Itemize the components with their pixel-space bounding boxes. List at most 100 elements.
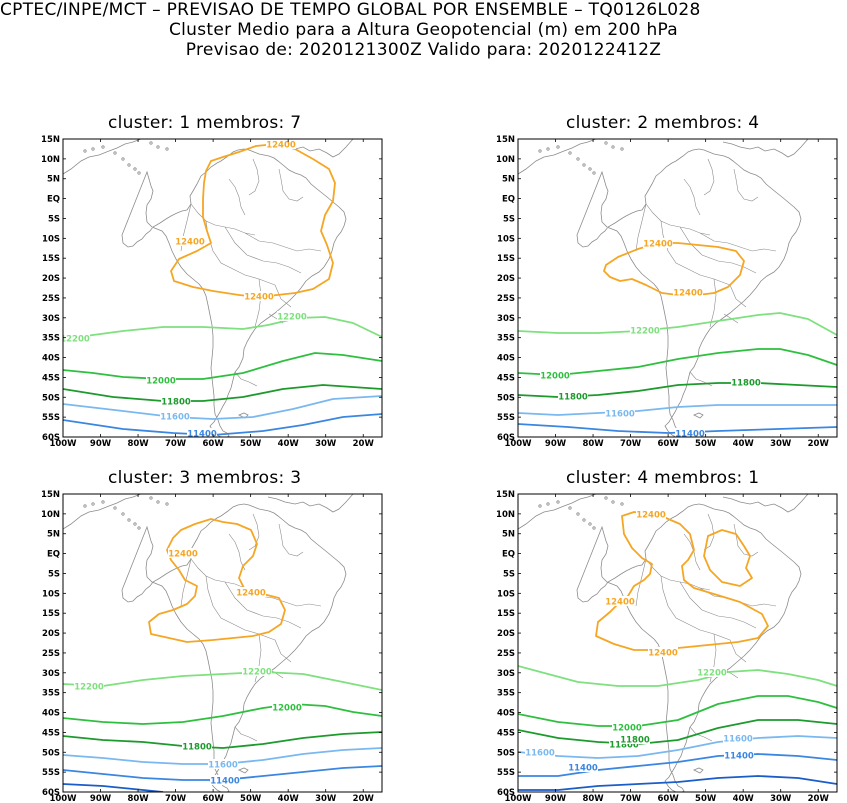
country-border	[683, 178, 701, 216]
lat-label: 55S	[42, 768, 60, 778]
island	[127, 518, 131, 522]
contour-label: 12400	[673, 289, 703, 299]
country-border	[729, 639, 747, 663]
contour-label-bg	[242, 666, 272, 676]
lon-label: 90W	[90, 794, 112, 803]
lat-label: 10S	[42, 234, 60, 244]
falkland-islands	[693, 412, 704, 419]
island	[133, 522, 137, 526]
lat-label: EQ	[47, 195, 60, 205]
country-border	[699, 232, 777, 252]
island	[604, 496, 608, 500]
contour-label: 12400	[266, 141, 296, 151]
country-border	[274, 639, 292, 663]
contour-label-bg	[210, 775, 240, 785]
island	[556, 145, 560, 149]
contour-label: 11800	[609, 741, 639, 751]
lon-label: 20W	[353, 439, 375, 449]
south-america-coastline	[121, 503, 347, 792]
map-panel-3: 12400 12400 12200 12200 12000 11800 11600 11400…	[41, 490, 383, 803]
contour-label-bg	[673, 287, 703, 297]
contour-label: 11600	[208, 761, 238, 771]
lon-label: 40W	[278, 439, 300, 449]
panel-title: cluster: 4 membros: 1	[566, 468, 760, 488]
contour-label-bg	[605, 408, 635, 418]
lat-label: 20S	[42, 274, 60, 284]
island	[121, 512, 125, 516]
lat-label: 30S	[497, 669, 515, 679]
lon-label: 90W	[545, 439, 567, 449]
contour-label: 11400	[675, 430, 705, 440]
central-america-coastline	[63, 139, 142, 175]
contour-line	[595, 511, 769, 651]
map-frame	[517, 138, 838, 438]
island	[568, 506, 572, 510]
lat-label: 10S	[497, 234, 515, 244]
country-border	[703, 513, 715, 551]
contour-line	[63, 352, 382, 380]
contour-line	[63, 413, 382, 436]
lat-label: 60S	[497, 433, 515, 443]
map-content: 12400 12400 12200 12200 12000 11800 11600 11400	[63, 494, 382, 792]
lat-label: 15S	[42, 609, 60, 619]
lat-label: 20S	[497, 274, 515, 284]
country-border	[228, 178, 246, 216]
lon-label: 50W	[695, 794, 717, 803]
contour-label: 12000	[612, 724, 642, 734]
contour-label-bg	[146, 375, 176, 385]
contour-label: 12400	[168, 550, 198, 560]
contour-label: 12000	[146, 377, 176, 387]
contour-line	[63, 731, 382, 749]
panel-title: cluster: 3 membros: 3	[108, 468, 302, 488]
contour-label-bg	[723, 733, 753, 743]
central-america-coastline	[518, 494, 597, 530]
country-border	[205, 220, 276, 286]
contour-label: 12400	[244, 293, 274, 303]
lat-label: 45S	[42, 373, 60, 383]
country-border	[234, 726, 258, 742]
lat-label: 45S	[497, 728, 515, 738]
contour-label: 11600	[723, 735, 753, 745]
figure-title: CPTEC/INPE/MCT – PREVISAO DE TEMPO GLOBA…	[0, 0, 701, 20]
falkland-islands	[693, 767, 704, 774]
map-panel-1: 1240012400124001220012200120001180011600…	[41, 135, 383, 449]
country-border	[660, 575, 731, 641]
contour-label-bg	[175, 236, 205, 246]
island	[611, 500, 615, 504]
lat-label: 15N	[496, 135, 515, 145]
country-border	[699, 587, 777, 607]
lat-label: 25S	[42, 294, 60, 304]
contour-line	[518, 719, 837, 745]
contour-label: 11800	[558, 393, 588, 403]
contour-label: 12000	[540, 372, 570, 382]
lat-label: 25S	[497, 649, 515, 659]
south-america-coastline	[121, 148, 347, 437]
island	[576, 157, 580, 161]
island	[620, 502, 624, 506]
island	[127, 163, 131, 167]
island	[568, 151, 572, 155]
contour-label: 11400	[568, 764, 598, 774]
contour-label-bg	[277, 311, 307, 321]
island	[83, 149, 87, 153]
lat-label: 40S	[497, 354, 515, 364]
country-border	[274, 284, 292, 308]
island	[165, 502, 169, 506]
contour-line	[518, 404, 837, 416]
island	[113, 151, 117, 155]
lon-label: 40W	[733, 794, 755, 803]
island	[101, 500, 105, 504]
contour-label: 12400	[236, 589, 266, 599]
lon-label: 70W	[620, 439, 642, 449]
lat-label: 55S	[42, 413, 60, 423]
country-border	[224, 581, 302, 629]
island	[156, 145, 160, 149]
lon-label: 60W	[658, 439, 680, 449]
lat-label: 20S	[42, 629, 60, 639]
lat-label: 30S	[497, 314, 515, 324]
island	[538, 504, 542, 508]
contour-label-bg	[605, 596, 635, 606]
lon-label: 70W	[165, 794, 187, 803]
lat-label: 5S	[48, 214, 60, 224]
